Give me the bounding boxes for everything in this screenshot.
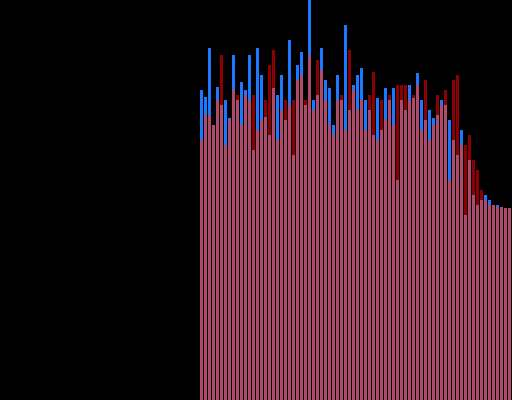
bar: [220, 105, 223, 400]
bar: [508, 208, 511, 400]
bar: [272, 88, 275, 400]
bar: [396, 180, 399, 400]
bar: [232, 90, 235, 400]
bar: [404, 110, 407, 400]
bar: [452, 140, 455, 400]
bar: [276, 140, 279, 400]
bar: [356, 110, 359, 400]
bar: [256, 130, 259, 400]
bar: [400, 100, 403, 400]
bar: [216, 100, 219, 400]
bar: [368, 110, 371, 400]
bar: [224, 145, 227, 400]
bar: [336, 100, 339, 400]
bar: [472, 195, 475, 400]
bar: [248, 100, 251, 400]
bar: [412, 98, 415, 400]
bar: [212, 125, 215, 400]
bar: [264, 117, 267, 400]
bar: [408, 100, 411, 400]
bar: [488, 205, 491, 400]
bar: [484, 200, 487, 400]
bar: [312, 110, 315, 400]
bar: [304, 105, 307, 400]
bar: [448, 180, 451, 400]
bar: [260, 120, 263, 400]
bar: [332, 135, 335, 400]
bar: [504, 208, 507, 400]
bar: [464, 215, 467, 400]
bar: [268, 135, 271, 400]
bar: [288, 105, 291, 400]
bar: [340, 100, 343, 400]
bar: [244, 95, 247, 400]
bar: [300, 75, 303, 400]
bar: [480, 200, 483, 400]
bar: [252, 150, 255, 400]
bar: [328, 125, 331, 400]
bar: [204, 115, 207, 400]
bar: [392, 125, 395, 400]
bar: [228, 120, 231, 400]
bar: [200, 140, 203, 400]
bar: [292, 155, 295, 400]
bar: [208, 115, 211, 400]
bar: [352, 90, 355, 400]
bar: [308, 55, 311, 400]
bar: [360, 100, 363, 400]
bar: [496, 207, 499, 400]
bar: [236, 100, 239, 400]
bar: [492, 205, 495, 400]
bar: [460, 145, 463, 400]
bar: [420, 130, 423, 400]
bar: [320, 70, 323, 400]
bar: [424, 120, 427, 400]
bar: [348, 110, 351, 400]
bar: [500, 207, 503, 400]
bar: [372, 135, 375, 400]
bar: [428, 140, 431, 400]
bar: [296, 80, 299, 400]
bar: [416, 85, 419, 400]
bar: [436, 115, 439, 400]
bar: [440, 105, 443, 400]
bar: [444, 105, 447, 400]
bar: [456, 155, 459, 400]
bar: [284, 120, 287, 400]
bar: [376, 140, 379, 400]
bar: [432, 125, 435, 400]
bar: [380, 130, 383, 400]
bar: [364, 130, 367, 400]
bar: [240, 125, 243, 400]
bar: [388, 100, 391, 400]
bar: [384, 120, 387, 400]
bar: [324, 100, 327, 400]
bar: [476, 205, 479, 400]
bar: [344, 130, 347, 400]
bar: [316, 95, 319, 400]
bar: [280, 110, 283, 400]
bar: [468, 160, 471, 400]
